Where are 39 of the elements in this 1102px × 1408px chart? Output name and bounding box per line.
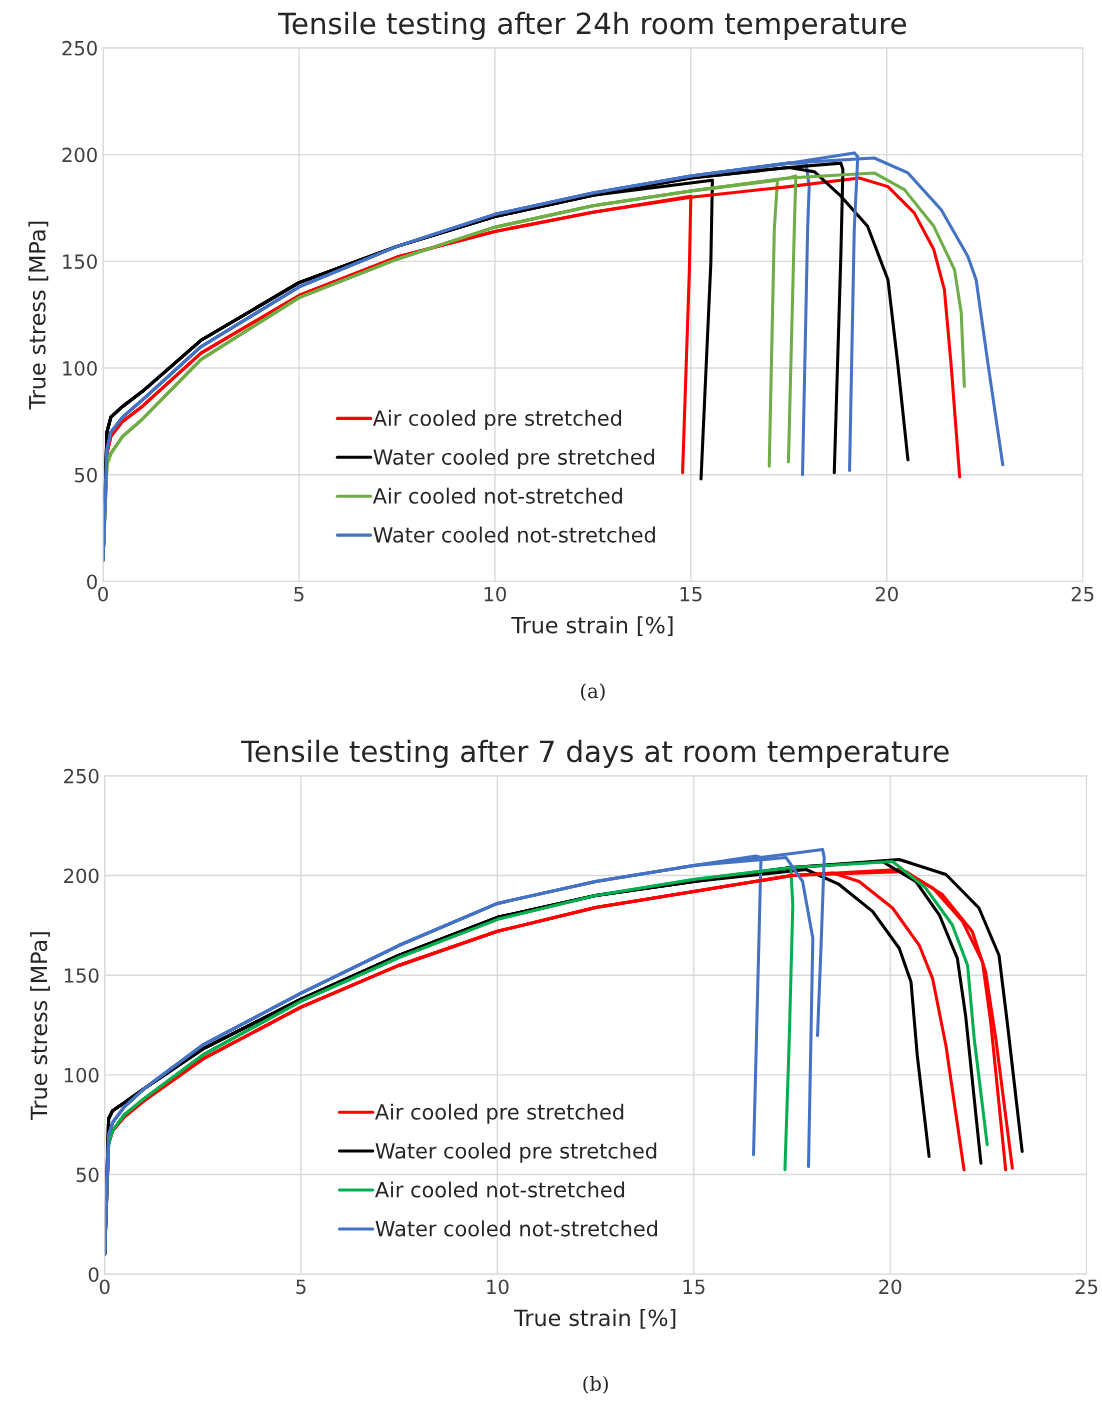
x-axis-title: True strain [%] xyxy=(514,1309,676,1329)
y-tick-label: 250 xyxy=(64,768,99,784)
x-tick-label: 25 xyxy=(1071,586,1094,602)
y-tick-label: 100 xyxy=(63,361,97,376)
y-tick-label: 0 xyxy=(88,1267,99,1282)
x-tick-label: 10 xyxy=(484,586,506,602)
y-tick-label: 0 xyxy=(87,574,97,590)
x-tick-label: 25 xyxy=(1075,1279,1098,1295)
x-tick-label: 10 xyxy=(487,1279,509,1295)
y-tick-label: 50 xyxy=(76,1167,99,1183)
y-tick-label: 200 xyxy=(64,868,99,884)
x-axis-title: True strain [%] xyxy=(511,616,673,637)
legend-label: Water cooled not-stretched xyxy=(373,526,655,543)
x-tick-label: 20 xyxy=(875,586,898,602)
legend-label: Air cooled not-stretched xyxy=(375,1181,625,1198)
y-tick-label: 200 xyxy=(62,147,97,163)
text: (a) xyxy=(581,683,605,702)
legend-label: Air cooled not-stretched xyxy=(372,487,622,504)
legend-label: Water cooled pre stretched xyxy=(375,1142,657,1163)
legend-label: Air cooled pre stretched xyxy=(375,1103,624,1124)
x-tick-label: 15 xyxy=(680,586,702,602)
text: (b) xyxy=(583,1375,608,1394)
legend-label: Water cooled not-stretched xyxy=(375,1220,658,1237)
x-tick-label: 5 xyxy=(294,586,304,602)
y-tick-label: 150 xyxy=(63,254,97,269)
y-tick-label: 100 xyxy=(64,1067,99,1083)
legend-label: Water cooled pre stretched xyxy=(373,448,655,469)
x-tick-label: 0 xyxy=(99,1279,110,1295)
y-tick-label: 150 xyxy=(64,968,99,983)
x-tick-label: 20 xyxy=(879,1279,902,1295)
x-tick-label: 15 xyxy=(683,1279,705,1295)
x-tick-label: 5 xyxy=(296,1279,306,1295)
legend-label: Air cooled pre stretched xyxy=(372,409,622,431)
y-tick-label: 50 xyxy=(74,467,97,483)
chart-title: Tensile testing after 24h room temperature xyxy=(278,11,907,41)
y-tick-label: 250 xyxy=(62,40,97,56)
y-axis-title: True stress [MPa] xyxy=(30,932,50,1120)
y-axis-title: True stress [MPa] xyxy=(28,221,49,410)
chart-title: Tensile testing after 7 days at room temperature xyxy=(240,739,949,768)
